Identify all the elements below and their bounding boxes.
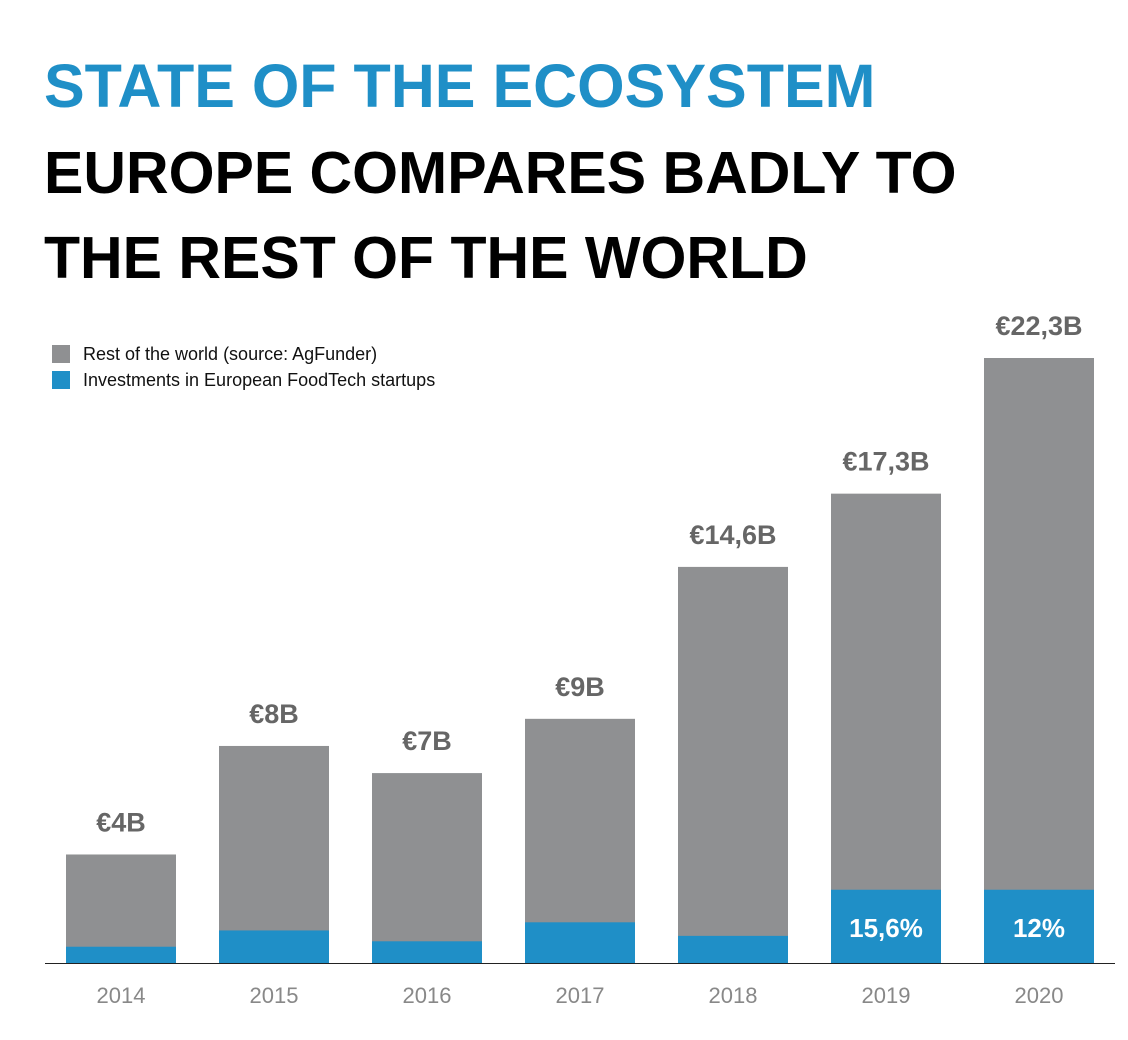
annotation: 12%: [1013, 913, 1065, 943]
chart-title: STATE OF THE ECOSYSTEM: [44, 52, 875, 120]
bar: [984, 889, 1094, 963]
x-tick-label: 2015: [250, 983, 299, 1008]
chart-subtitle: THE REST OF THE WORLD: [44, 225, 808, 291]
bar: [66, 854, 176, 963]
bar: [678, 566, 788, 963]
data-label: €22,3B: [995, 311, 1082, 341]
bar: [372, 773, 482, 963]
x-tick-label: 2014: [97, 983, 146, 1008]
x-tick-label: 2018: [709, 983, 758, 1008]
x-tick-label: 2020: [1015, 983, 1064, 1008]
x-tick-label: 2019: [862, 983, 911, 1008]
x-tick-label: 2016: [403, 983, 452, 1008]
bar: [831, 493, 941, 963]
bar: [66, 946, 176, 963]
data-label: €4B: [96, 807, 146, 837]
bar: [984, 358, 1094, 963]
bar: [831, 889, 941, 963]
data-label: €14,6B: [689, 520, 776, 550]
legend-label: Rest of the world (source: AgFunder): [83, 344, 377, 364]
chart-subtitle: EUROPE COMPARES BADLY TO: [44, 140, 956, 206]
legend-swatch: [52, 345, 70, 363]
legend-swatch: [52, 371, 70, 389]
annotation: 15,6%: [849, 913, 923, 943]
x-tick-label: 2017: [556, 983, 605, 1008]
bar: [678, 935, 788, 963]
bar: [525, 922, 635, 963]
data-label: €7B: [402, 726, 452, 756]
legend-label: Investments in European FoodTech startup…: [83, 370, 435, 390]
data-label: €8B: [249, 699, 299, 729]
data-label: €17,3B: [842, 447, 929, 477]
data-label: €9B: [555, 672, 605, 702]
bar: [219, 930, 329, 963]
bar: [219, 745, 329, 963]
bar: [372, 941, 482, 963]
